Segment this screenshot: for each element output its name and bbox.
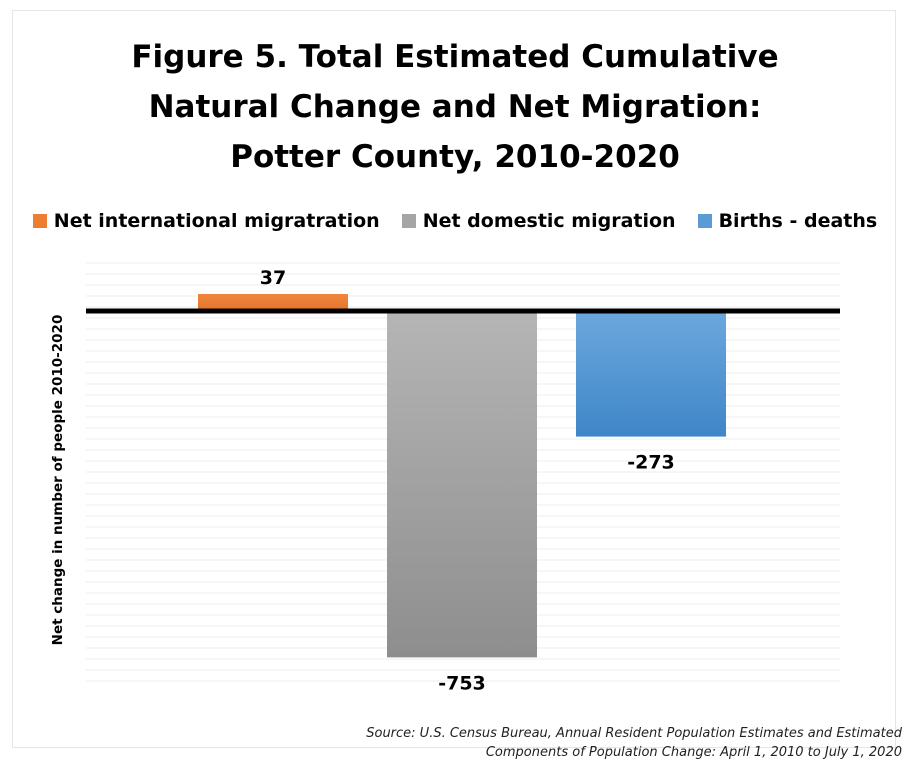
legend-label-domestic: Net domestic migration <box>422 210 676 232</box>
legend-item-domestic: Net domestic migration <box>401 210 676 232</box>
chart-legend: Net international migratration Net domes… <box>0 208 910 234</box>
source-line-1: Source: U.S. Census Bureau, Annual Resid… <box>366 726 902 741</box>
chart-title-line-2: Natural Change and Net Migration: <box>148 89 762 125</box>
chart-frame <box>12 10 896 748</box>
legend-item-natural: Births - deaths <box>697 210 878 232</box>
source-note: Source: U.S. Census Bureau, Annual Resid… <box>302 724 902 762</box>
bar-1 <box>387 311 537 658</box>
legend-label-natural: Births - deaths <box>718 210 878 232</box>
chart-title-line-1: Figure 5. Total Estimated Cumulative <box>131 39 779 75</box>
data-label-2: -273 <box>627 452 675 474</box>
bar-0 <box>198 293 348 311</box>
legend-item-international: Net international migratration <box>32 210 380 232</box>
legend-swatch-natural <box>697 214 712 228</box>
data-label-0: 37 <box>260 267 286 289</box>
chart-title: Figure 5. Total Estimated Cumulative Nat… <box>0 32 910 182</box>
legend-swatch-domestic <box>401 214 416 228</box>
data-label-1: -753 <box>438 672 486 694</box>
bar-2 <box>576 311 726 437</box>
legend-label-international: Net international migratration <box>53 210 380 232</box>
legend-swatch-international <box>32 214 47 228</box>
chart-title-line-3: Potter County, 2010-2020 <box>230 139 680 175</box>
source-line-2: Components of Population Change: April 1… <box>485 745 902 760</box>
